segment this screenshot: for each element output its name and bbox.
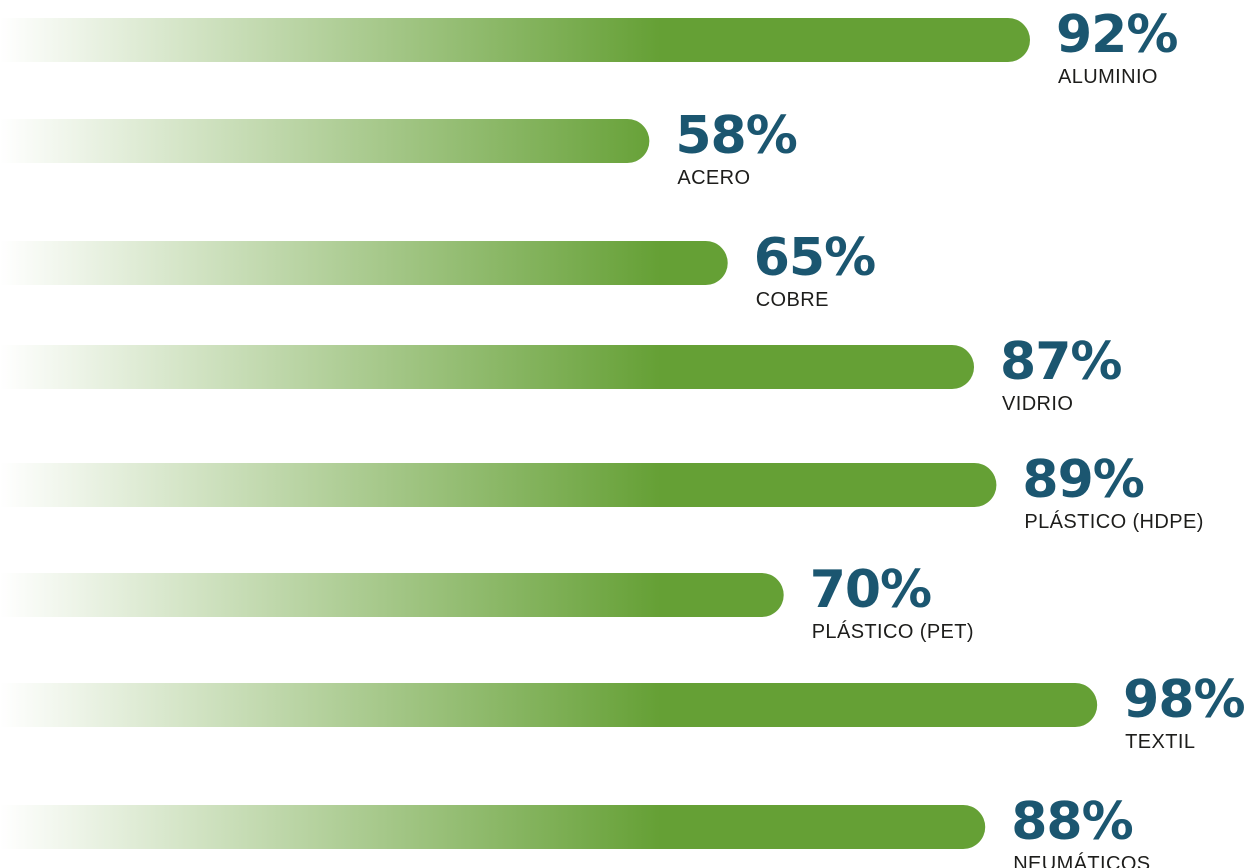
- bar-7: [0, 805, 986, 849]
- value-label: 65%: [754, 228, 875, 288]
- value-label: 88%: [1011, 792, 1132, 852]
- bar-1: [0, 119, 650, 163]
- bar-5: [0, 573, 784, 617]
- value-label: 70%: [810, 560, 931, 620]
- category-label: TEXTIL: [1125, 731, 1195, 753]
- category-label: VIDRIO: [1002, 393, 1073, 415]
- category-label: PLÁSTICO (PET): [812, 620, 974, 643]
- bar-6: [0, 683, 1098, 727]
- value-label: 58%: [675, 106, 796, 166]
- value-label: 89%: [1022, 450, 1143, 510]
- bar-4: [0, 463, 997, 507]
- bar-3: [0, 345, 975, 389]
- bar-2: [0, 241, 728, 285]
- category-label: COBRE: [756, 289, 829, 311]
- value-label: 87%: [1000, 332, 1121, 392]
- category-label: PLÁSTICO (HDPE): [1024, 510, 1203, 533]
- value-label: 98%: [1123, 670, 1244, 730]
- category-label: ACERO: [677, 167, 750, 189]
- category-label: NEUMÁTICOS: [1013, 852, 1150, 868]
- bars-group: 92%ALUMINIO58%ACERO65%COBRE87%VIDRIO89%P…: [0, 5, 1246, 868]
- category-label: ALUMINIO: [1058, 66, 1158, 88]
- value-label: 92%: [1056, 5, 1177, 65]
- bar-0: [0, 18, 1030, 62]
